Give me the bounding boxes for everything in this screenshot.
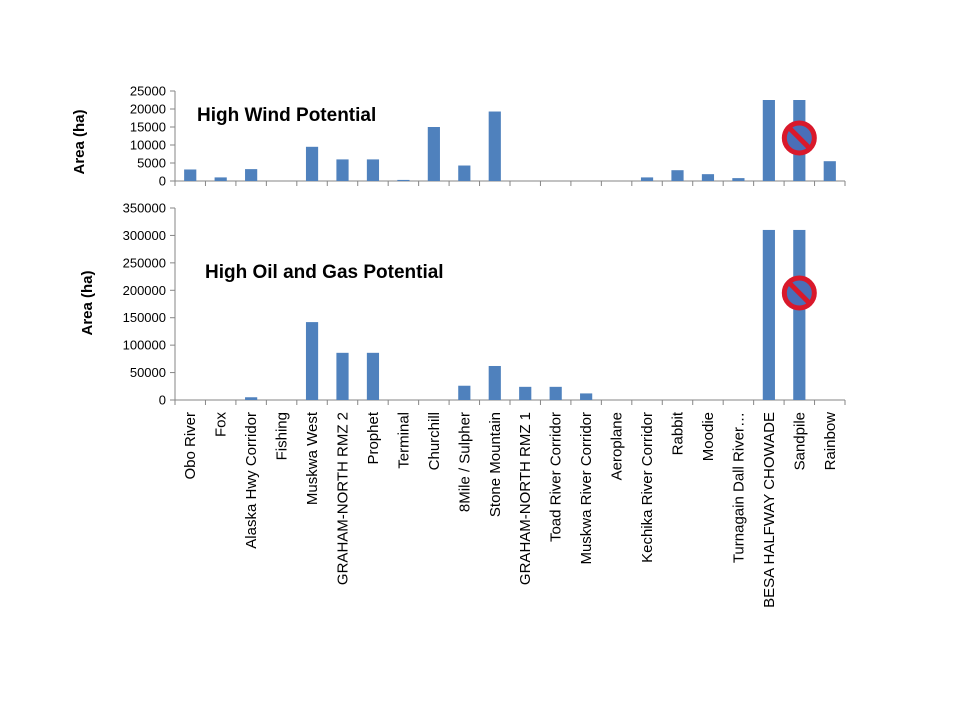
x-tick-label: Moodie xyxy=(700,412,717,461)
wind-bar xyxy=(701,174,715,181)
x-tick-label: GRAHAM-NORTH RMZ 1 xyxy=(517,412,534,585)
wind-no-symbol-slash xyxy=(787,125,812,151)
x-tick-label: Turnagain Dall River… xyxy=(730,412,747,563)
x-tick-label: Obo River xyxy=(182,412,199,480)
oil-gas-y-tick-label: 350000 xyxy=(123,201,166,216)
wind-bar xyxy=(336,159,349,181)
wind-y-tick-label: 0 xyxy=(159,174,166,189)
wind-bar xyxy=(823,161,836,181)
oil-gas-bar xyxy=(458,385,471,400)
x-tick-label: BESA HALFWAY CHOWADE xyxy=(761,412,778,608)
oil-gas-bar xyxy=(488,365,501,400)
wind-bar xyxy=(732,178,745,181)
oil-gas-bar xyxy=(793,229,806,400)
oil-gas-y-tick-label: 300000 xyxy=(123,228,166,243)
wind-bar xyxy=(671,170,684,181)
wind-y-tick-label: 25000 xyxy=(130,84,166,99)
wind-bar xyxy=(305,146,319,181)
oil-gas-chart: High Oil and Gas Potential Area (ha) 0 50… xyxy=(79,201,846,608)
oil-gas-y-tick-label: 100000 xyxy=(123,338,166,353)
wind-chart: High Wind Potential Area (ha) 0 5000 10000… xyxy=(71,84,846,189)
oil-gas-y-tick-label: 50000 xyxy=(130,365,166,380)
wind-bar xyxy=(640,177,654,181)
wind-bar xyxy=(488,111,501,181)
wind-bar xyxy=(458,165,471,181)
x-tick-label: Alaska Hwy Corridor xyxy=(243,412,260,549)
wind-bar xyxy=(184,169,197,181)
wind-y-axis-label: Area (ha) xyxy=(71,109,88,174)
oil-gas-bar xyxy=(549,386,562,400)
x-tick-label: Toad River Corridor xyxy=(548,412,565,542)
oil-gas-bar xyxy=(519,386,532,400)
wind-y-tick-label: 20000 xyxy=(130,102,166,117)
oil-gas-y-tick-label: 0 xyxy=(159,393,166,408)
oil-gas-chart-title: High Oil and Gas Potential xyxy=(205,262,444,283)
x-tick-label: Rainbow xyxy=(822,412,839,471)
wind-y-tick-label: 15000 xyxy=(130,120,166,135)
x-tick-label: Fox xyxy=(213,412,230,438)
oil-gas-bar xyxy=(580,393,593,400)
x-tick-label: Prophet xyxy=(365,411,382,464)
x-tick-label: Muskwa River Corridor xyxy=(578,412,595,565)
wind-bar xyxy=(214,177,227,181)
x-tick-label: Fishing xyxy=(274,412,291,460)
x-tick-label: GRAHAM-NORTH RMZ 2 xyxy=(335,412,352,585)
wind-bar xyxy=(427,127,440,181)
wind-chart-title: High Wind Potential xyxy=(197,105,376,126)
x-tick-label: Stone Mountain xyxy=(487,412,504,517)
x-tick-label: Churchill xyxy=(426,412,443,470)
oil-gas-y-tick-label: 200000 xyxy=(123,283,166,298)
wind-bar xyxy=(397,179,410,181)
wind-bar xyxy=(762,100,775,181)
oil-gas-bar xyxy=(762,229,775,400)
oil-gas-y-tick-label: 250000 xyxy=(123,255,166,270)
oil-gas-no-symbol-slash xyxy=(787,280,812,306)
oil-gas-bar xyxy=(336,352,349,400)
x-tick-label: Muskwa West xyxy=(304,411,321,505)
wind-bar xyxy=(245,169,258,181)
x-tick-label: Aeroplane xyxy=(609,412,626,480)
wind-y-tick-label: 10000 xyxy=(130,138,166,153)
x-tick-label: Rabbit xyxy=(670,411,687,455)
oil-gas-y-axis-label: Area (ha) xyxy=(79,270,96,335)
oil-gas-y-tick-label: 150000 xyxy=(123,310,166,325)
x-tick-label: Sandpile xyxy=(791,412,808,470)
x-tick-label: 8Mile / Sulpher xyxy=(456,412,473,512)
wind-bar xyxy=(366,159,380,181)
oil-gas-bar xyxy=(305,322,319,400)
x-tick-label: Kechika River Corridor xyxy=(639,412,656,563)
oil-gas-bar xyxy=(366,352,380,400)
oil-gas-bar xyxy=(245,397,258,400)
x-tick-label: Terminal xyxy=(395,412,412,469)
wind-y-tick-label: 5000 xyxy=(137,156,166,171)
